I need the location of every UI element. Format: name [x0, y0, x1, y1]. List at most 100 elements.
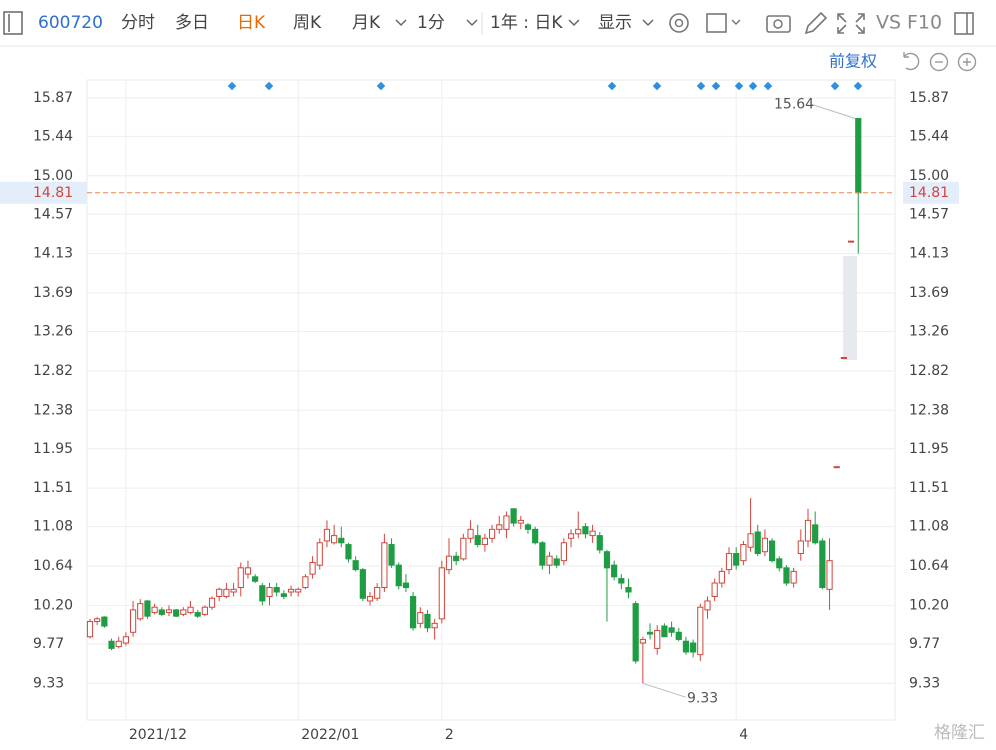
candle-body — [826, 560, 833, 590]
grid — [87, 80, 895, 720]
candle-body — [180, 609, 187, 615]
event-marker[interactable] — [711, 81, 721, 91]
candle-body — [596, 535, 603, 551]
y2-tick-label: 11.95 — [909, 441, 949, 457]
adjust-select[interactable]: 前复权 — [829, 52, 877, 71]
candle-body — [101, 616, 108, 627]
y-tick-label: 9.33 — [33, 675, 64, 691]
camera-lens — [773, 19, 783, 29]
candle-body — [553, 558, 560, 566]
tab[interactable]: 周K — [293, 13, 322, 33]
candle-body — [86, 621, 94, 638]
candle-body — [632, 603, 639, 662]
chevron[interactable] — [395, 19, 407, 27]
last-price-label: 14.81 — [33, 185, 73, 201]
candle-body — [158, 609, 165, 615]
candle-body — [331, 535, 338, 544]
display-select[interactable]: 显示 — [598, 13, 632, 33]
y2-tick-label: 11.51 — [909, 480, 949, 496]
event-marker[interactable] — [607, 81, 617, 91]
y-tick-label: 14.13 — [33, 246, 73, 262]
event-marker[interactable] — [652, 81, 662, 91]
watermark: 格隆汇 — [934, 723, 985, 743]
candle-body — [173, 609, 180, 617]
y-tick-label: 11.95 — [33, 441, 73, 457]
candle-body — [402, 582, 410, 589]
period-select[interactable]: 1年 : 日K — [490, 13, 563, 33]
candle-body — [359, 569, 366, 599]
candle-body — [625, 587, 632, 593]
fullscreen-icon[interactable] — [837, 13, 865, 34]
last-price-box — [0, 181, 87, 204]
settings-icon-core — [674, 18, 684, 28]
camera-icon[interactable] — [766, 15, 791, 33]
x-tick-label: 2 — [445, 727, 454, 743]
event-marker[interactable] — [830, 81, 840, 91]
reset-icon[interactable] — [903, 52, 920, 71]
zoom-in[interactable] — [957, 52, 977, 72]
candle-body — [374, 587, 381, 599]
event-marker[interactable] — [853, 81, 863, 91]
candle-body — [194, 612, 201, 617]
f10-button[interactable]: F10 — [907, 12, 942, 34]
y-tick-label: 12.82 — [33, 363, 73, 379]
candle-body — [847, 240, 855, 243]
candle-body — [316, 542, 323, 566]
sidebar-toggle[interactable] — [3, 11, 23, 35]
tab[interactable]: 月K — [352, 13, 381, 33]
y2-tick-label: 11.08 — [909, 519, 949, 535]
candle-body — [151, 606, 158, 614]
panel-icon[interactable] — [954, 12, 974, 35]
pen-icon[interactable] — [804, 11, 828, 35]
candle-body — [517, 519, 524, 524]
tab-active[interactable]: 日K — [237, 13, 266, 33]
candle-body — [481, 537, 488, 546]
candle-body — [323, 528, 331, 542]
event-marker[interactable] — [748, 81, 758, 91]
chevron[interactable] — [466, 19, 478, 27]
tab[interactable]: 1分 — [417, 13, 445, 33]
tab[interactable]: 分时 — [121, 13, 155, 33]
y-tick-label: 14.57 — [33, 206, 73, 222]
candle-body — [237, 567, 244, 589]
candle-body — [201, 606, 208, 615]
square-icon[interactable] — [706, 13, 727, 33]
candle-body — [733, 553, 740, 566]
event-marker[interactable] — [264, 81, 274, 91]
tab[interactable]: 多日 — [175, 13, 209, 33]
candle-body — [381, 542, 388, 589]
candle-body — [244, 567, 252, 575]
candle-body — [453, 555, 460, 562]
chevron[interactable] — [568, 19, 580, 27]
candle-body — [503, 515, 510, 530]
stock-code[interactable]: 600720 — [38, 13, 103, 33]
candle-body — [108, 640, 115, 649]
candle-body — [273, 587, 280, 593]
candle-body — [819, 540, 826, 589]
settings-icon[interactable] — [669, 13, 689, 33]
candle-body — [129, 609, 137, 633]
candle-body — [266, 587, 273, 597]
event-marker[interactable] — [696, 81, 706, 91]
event-marker[interactable] — [376, 81, 386, 91]
max-annotation: 15.64 — [774, 96, 814, 112]
vs-button[interactable]: VS — [876, 12, 901, 34]
y-tick-label: 10.64 — [33, 558, 73, 574]
event-marker[interactable] — [227, 81, 237, 91]
candle-body — [603, 551, 611, 569]
candle-body — [467, 528, 474, 539]
event-marker[interactable] — [763, 81, 773, 91]
candle-body — [252, 576, 259, 582]
candle-body — [754, 531, 761, 555]
x-tick-label: 4 — [739, 727, 748, 743]
chevron[interactable] — [731, 19, 741, 26]
candle-body — [675, 631, 682, 640]
candle-body — [761, 537, 769, 553]
candle-body — [532, 528, 539, 544]
chevron[interactable] — [642, 19, 654, 27]
y2-tick-label: 9.33 — [909, 675, 940, 691]
zoom-out[interactable] — [929, 52, 949, 72]
y-tick-label: 15.87 — [33, 90, 73, 106]
y2-tick-label: 13.26 — [909, 324, 949, 340]
